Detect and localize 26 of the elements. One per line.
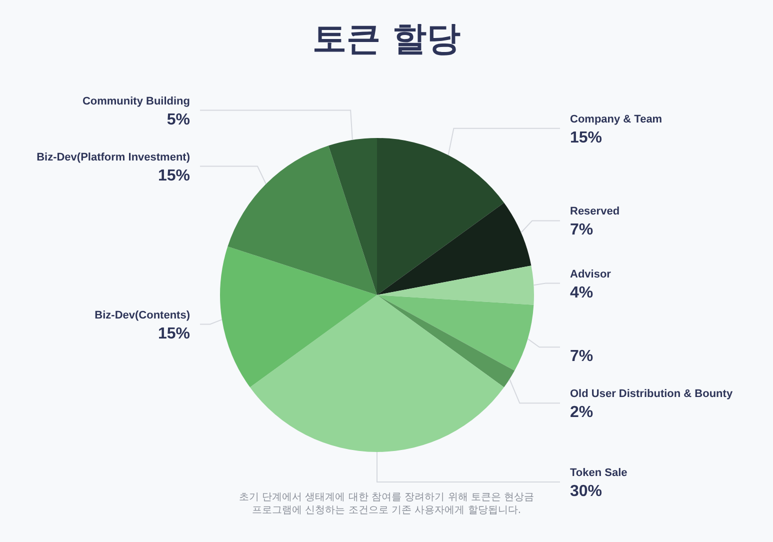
data-label: 7%	[570, 222, 594, 239]
slice-label: Community Building	[82, 95, 190, 108]
slice-label: Token Sale	[570, 467, 628, 479]
slice-label: Advisor	[570, 268, 612, 280]
pie-slice	[377, 202, 532, 295]
data-label: 15%	[158, 325, 190, 342]
slice-label: Biz-Dev(Contents)	[94, 309, 190, 322]
pie-slice	[228, 146, 377, 295]
data-label: 30%	[570, 483, 602, 500]
slice-label: Old User Distribution & Bounty	[570, 388, 734, 400]
slice-label: Reserved	[570, 206, 620, 218]
data-label: 15%	[570, 129, 602, 146]
data-label: 2%	[570, 404, 594, 422]
data-label: 7%	[570, 348, 594, 366]
data-label: 5%	[166, 111, 190, 128]
pie-slice	[328, 138, 377, 295]
slice-label: Company & Team	[570, 113, 662, 126]
data-label: 4%	[570, 284, 594, 302]
pie-slice	[377, 295, 515, 388]
text: 초기 단계에서 생태계에 대한 참여를 장려하기 위해 토큰은 현상금 프로그램에 신청하는 조건으로 기존 사용자에게 할당됩니다.	[238, 492, 534, 516]
pie-slice	[220, 246, 377, 388]
chart-title: 토큰 할당	[312, 19, 460, 59]
pie-slice	[377, 138, 504, 295]
pie-slice	[377, 295, 534, 371]
data-label: 15%	[158, 167, 190, 184]
slice-label: Biz-Dev(Platform Investment)	[36, 151, 190, 164]
